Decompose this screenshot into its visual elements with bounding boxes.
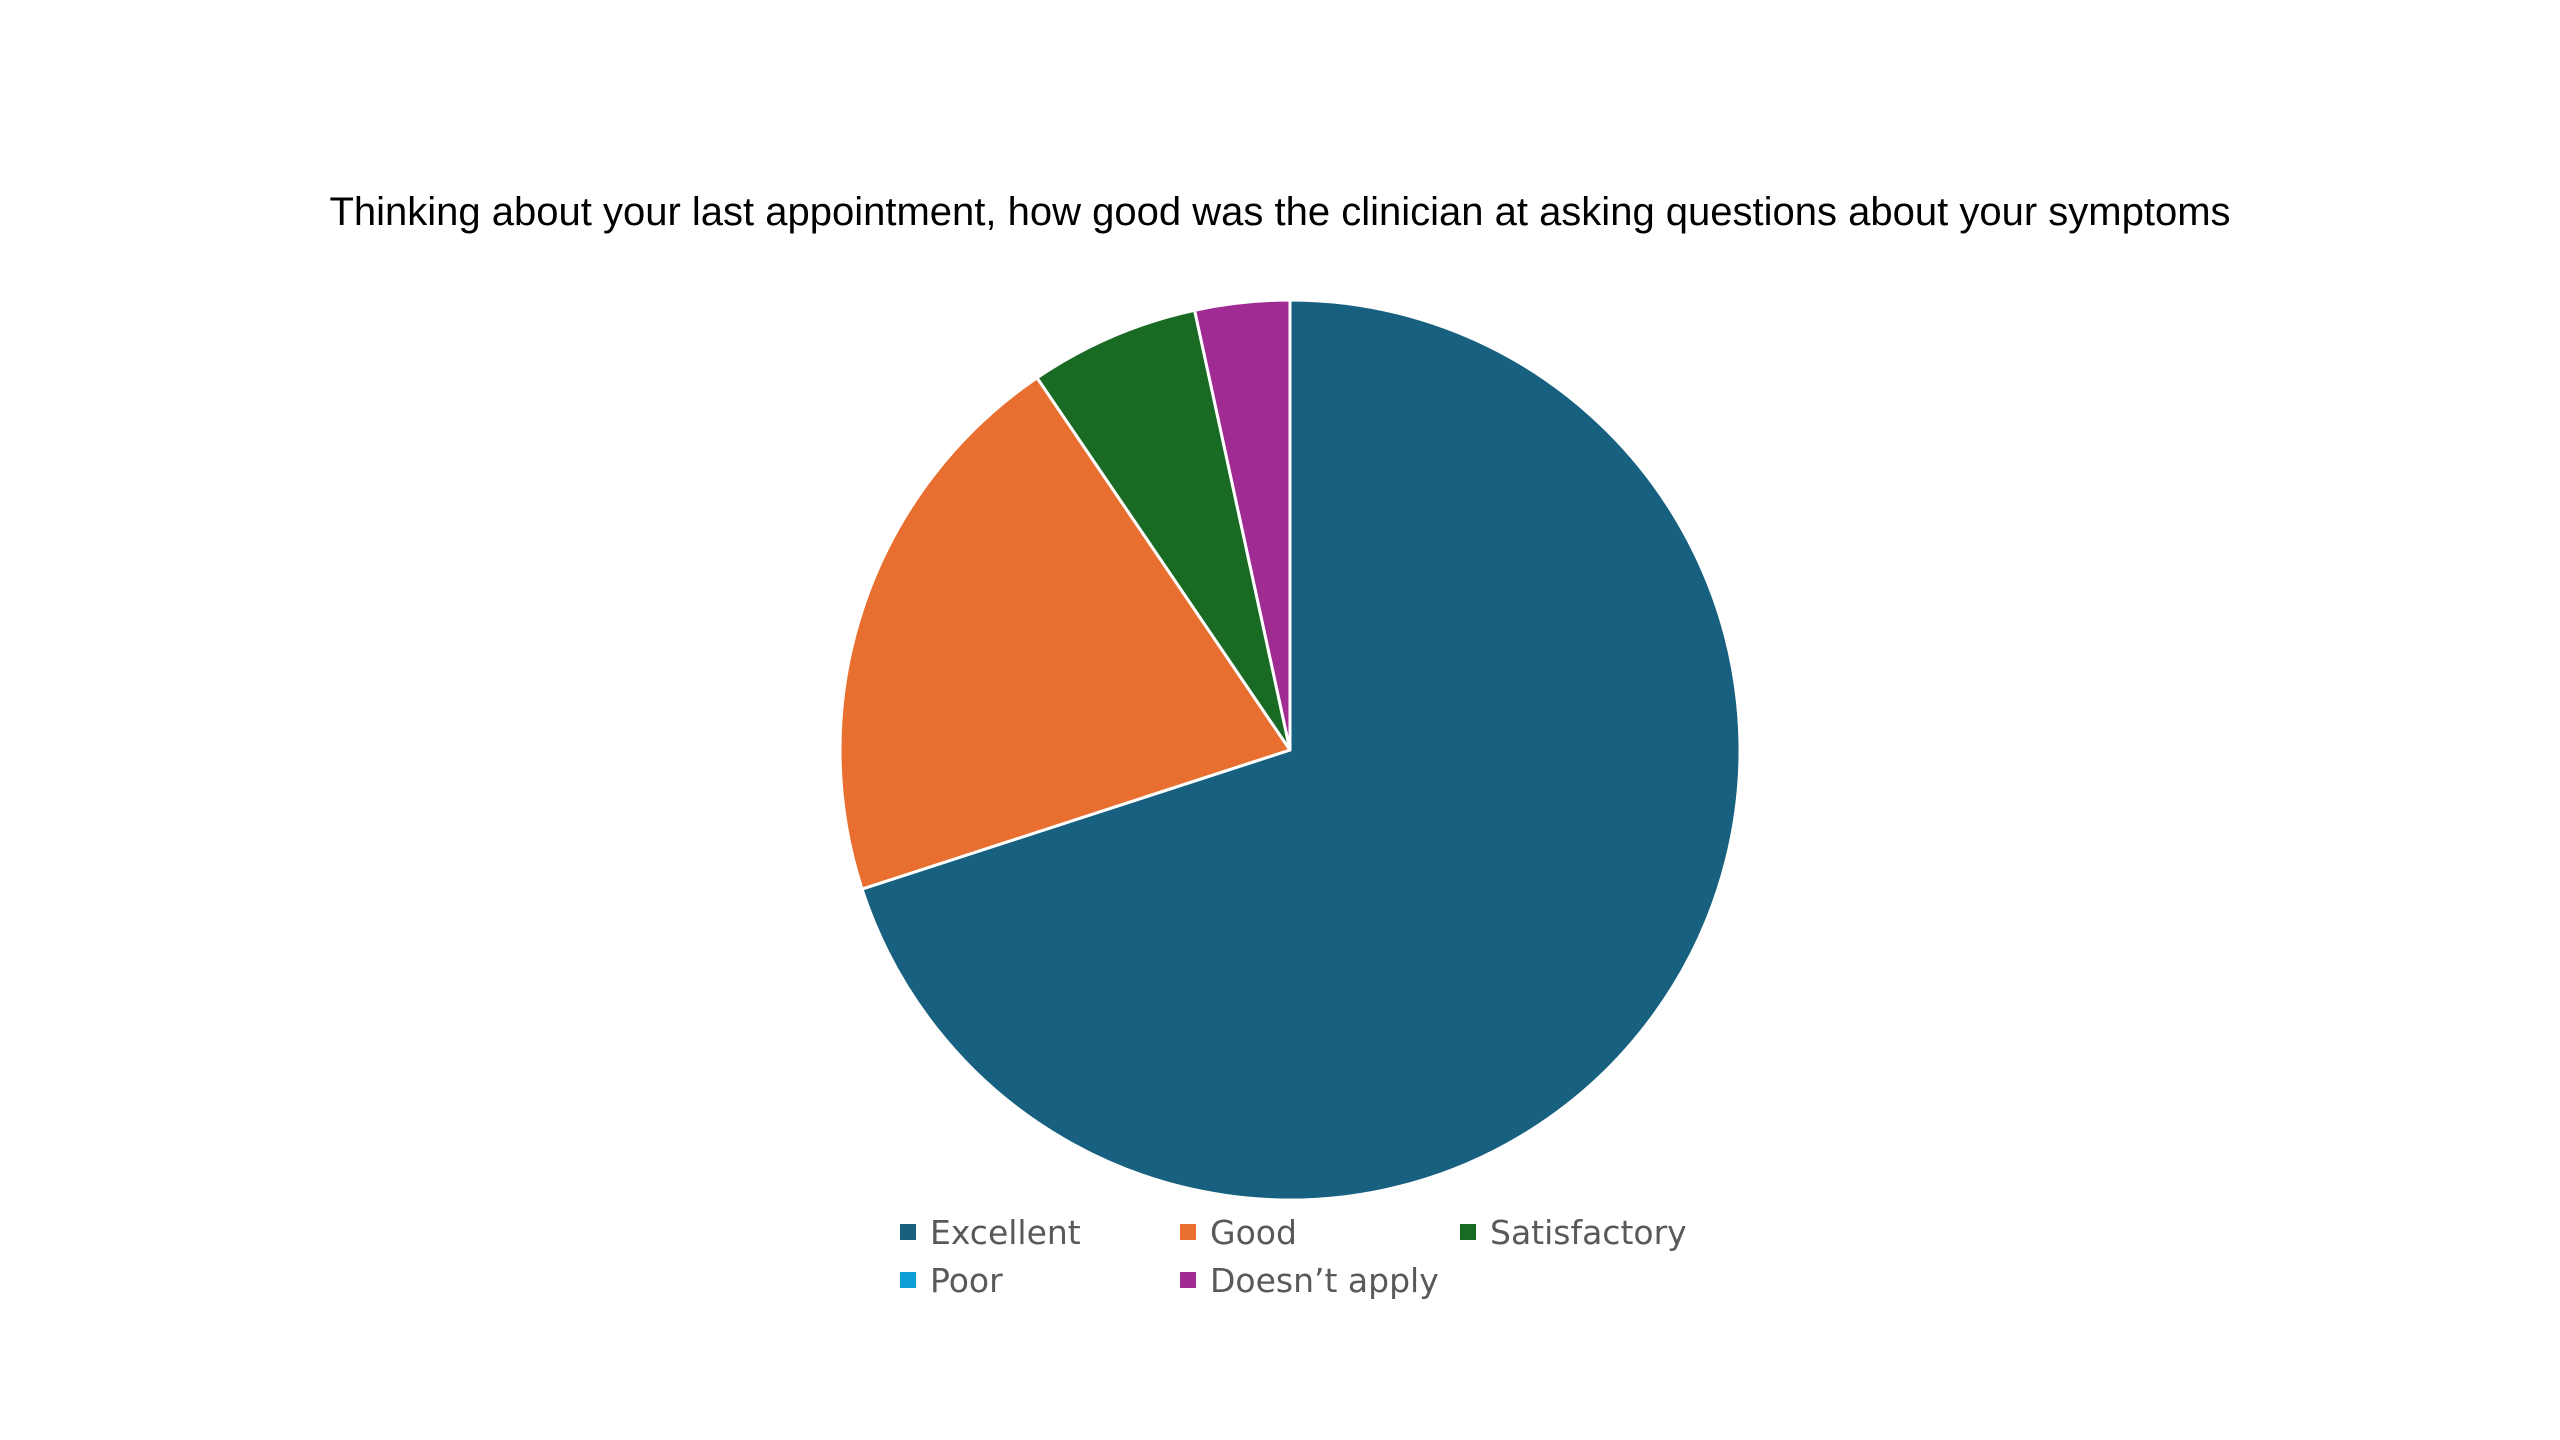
legend-item-satisfactory: Satisfactory — [1460, 1212, 1740, 1252]
legend-item-poor: Poor — [900, 1260, 1180, 1300]
legend-swatch — [1460, 1224, 1476, 1240]
chart-legend: Excellent Good Satisfactory Poor Doesn’t app… — [900, 1212, 1800, 1300]
legend-swatch — [1180, 1272, 1196, 1288]
legend-label: Excellent — [930, 1212, 1081, 1252]
legend-label: Good — [1210, 1212, 1297, 1252]
chart-title: Thinking about your last appointment, ho… — [329, 190, 2231, 234]
legend-label: Poor — [930, 1260, 1003, 1300]
legend-swatch — [1180, 1224, 1196, 1240]
pie-slices — [838, 298, 1742, 1202]
legend-swatch — [900, 1224, 916, 1240]
legend-label: Doesn’t apply — [1210, 1260, 1439, 1300]
legend-label: Satisfactory — [1490, 1212, 1687, 1252]
legend-item-doesn-t-apply: Doesn’t apply — [1180, 1260, 1460, 1300]
legend-item-good: Good — [1180, 1212, 1460, 1252]
pie-slice-excellent — [860, 298, 1742, 1202]
legend-swatch — [900, 1272, 916, 1288]
legend-item-excellent: Excellent — [900, 1212, 1180, 1252]
pie-slice-satisfactory — [1035, 308, 1292, 752]
pie-slice-good — [838, 376, 1292, 891]
pie-slice-doesn-t-apply — [1193, 298, 1292, 752]
